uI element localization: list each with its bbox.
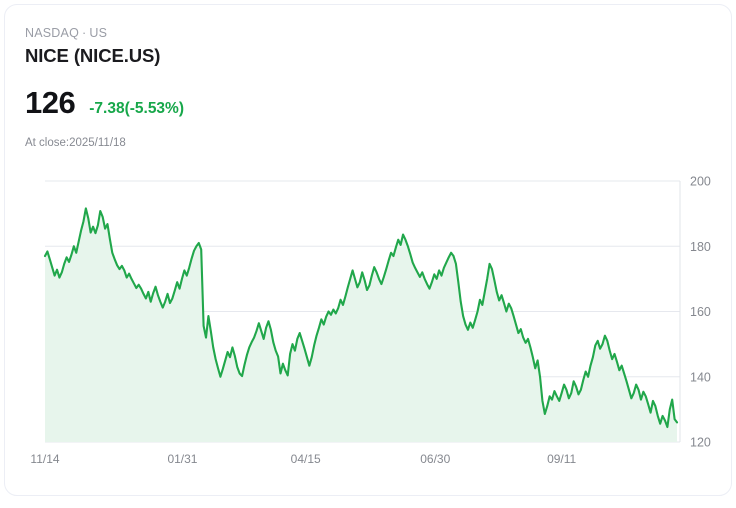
x-tick-01-31: 01/31 xyxy=(167,452,197,466)
quote-row: 126 -7.38(-5.53%) xyxy=(25,86,525,120)
y-tick-180: 180 xyxy=(690,240,711,254)
current-price: 126 xyxy=(25,85,76,120)
region-label: US xyxy=(89,26,108,40)
y-tick-140: 140 xyxy=(690,370,711,384)
y-tick-120: 120 xyxy=(690,436,711,450)
y-tick-160: 160 xyxy=(690,305,711,319)
page-title: NICE (NICE.US) xyxy=(25,45,161,66)
series-line-path xyxy=(43,207,679,429)
chart-y-axis-labels: 200 180 160 140 120 xyxy=(690,175,711,450)
exchange-label: NASDAQ xyxy=(25,26,79,40)
x-tick-04-15: 04/15 xyxy=(291,452,321,466)
chart-line-series xyxy=(43,207,679,429)
chart-area-fill xyxy=(45,208,677,442)
price-chart-svg[interactable]: 200 180 160 140 120 11/14 01/31 04/15 06/30 09/1… xyxy=(5,165,732,485)
quote-header: NASDAQ · US NICE (NICE.US) 126 -7.38(-5.53… xyxy=(25,25,525,151)
stock-quote-card: NASDAQ · US NICE (NICE.US) 126 -7.38(-5.53… xyxy=(4,4,732,496)
area-fill-path xyxy=(45,208,677,442)
x-tick-11-14: 11/14 xyxy=(30,452,59,466)
chart-x-axis-labels: 11/14 01/31 04/15 06/30 09/11 xyxy=(30,452,576,466)
market-status: At close:2025/11/18 xyxy=(25,137,126,149)
price-change: -7.38(-5.53%) xyxy=(89,100,184,117)
exchange-region-line: NASDAQ · US xyxy=(25,25,525,41)
y-tick-200: 200 xyxy=(690,175,711,189)
x-tick-09-11: 09/11 xyxy=(547,452,576,466)
separator-dot: · xyxy=(82,26,87,40)
price-chart[interactable]: 200 180 160 140 120 11/14 01/31 04/15 06/30 09/1… xyxy=(5,165,732,485)
x-tick-06-30: 06/30 xyxy=(420,452,450,466)
